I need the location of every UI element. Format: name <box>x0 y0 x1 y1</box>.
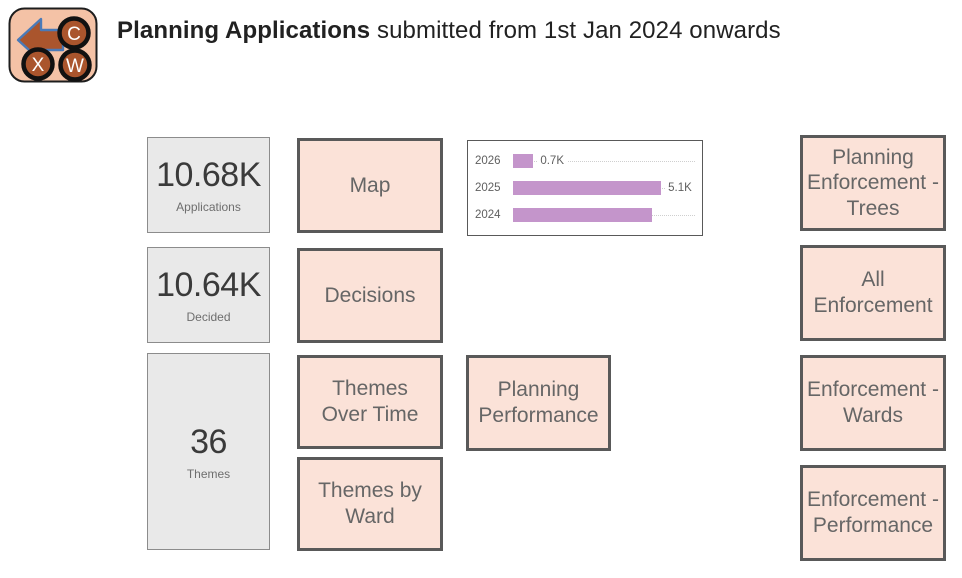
page-title: Planning Applications submitted from 1st… <box>117 17 781 45</box>
svg-text:W: W <box>66 56 84 77</box>
logo-back-button[interactable]: C X W <box>8 7 98 83</box>
chart-row-2026: 2026 0.7K <box>475 148 696 175</box>
kpi-label-decided: Decided <box>186 310 231 324</box>
nav-button-planning-performance[interactable]: Planning Performance <box>466 355 611 451</box>
nav-button-enforcement-performance[interactable]: Enforcement - Performance <box>800 465 946 561</box>
nav-button-themes-over-time[interactable]: Themes Over Time <box>297 355 443 449</box>
kpi-value-applications: 10.68K <box>156 156 261 194</box>
kpi-label-applications: Applications <box>176 200 241 214</box>
nav-button-enforcement-performance-label: Enforcement - Performance <box>807 488 939 537</box>
kpi-value-themes: 36 <box>190 422 227 461</box>
nav-button-planning-enforcement-trees[interactable]: Planning Enforcement - Trees <box>800 135 946 231</box>
nav-button-map-label: Map <box>349 173 391 197</box>
nav-button-planning-performance-label: Planning Performance <box>478 378 599 427</box>
chart-bar-2024[interactable] <box>513 208 653 222</box>
page-title-subtitle: submitted from 1st Jan 2024 onwards <box>370 17 781 44</box>
page-title-bold: Planning Applications <box>117 17 371 44</box>
bar-chart-rows: 2026 0.7K 2025 5.1K 2024 <box>475 145 696 231</box>
chart-category-label: 2025 <box>475 182 501 194</box>
chart-value-label: 0.7K <box>537 155 567 167</box>
chart-bar-2025[interactable] <box>513 181 662 195</box>
chart-row-2025: 2025 5.1K <box>475 175 696 202</box>
nav-button-planning-enforcement-trees-label: Planning Enforcement - Trees <box>807 145 939 220</box>
nav-button-themes-by-ward-label: Themes by Ward <box>318 479 422 528</box>
kpi-card-applications: 10.68K Applications <box>147 137 270 233</box>
chart-category-label: 2024 <box>475 209 501 221</box>
nav-button-decisions-label: Decisions <box>324 283 416 307</box>
chart-value-label: 5.1K <box>665 182 695 194</box>
chart-category-label: 2026 <box>475 155 501 167</box>
applications-by-year-bar-chart: 2026 0.7K 2025 5.1K 2024 <box>467 140 703 236</box>
logo-graphic: C X W <box>8 7 98 83</box>
nav-button-themes-over-time-label: Themes Over Time <box>321 377 419 426</box>
logo-letter-badge-c: C <box>57 16 91 50</box>
nav-button-map[interactable]: Map <box>297 138 443 233</box>
kpi-card-decided: 10.64K Decided <box>147 247 270 343</box>
nav-button-enforcement-wards-label: Enforcement - Wards <box>807 378 939 427</box>
nav-button-all-enforcement-label: All Enforcement <box>813 268 933 317</box>
kpi-value-decided: 10.64K <box>156 266 261 304</box>
nav-button-decisions[interactable]: Decisions <box>297 248 443 343</box>
chart-row-2024: 2024 <box>475 202 696 229</box>
chart-bar-2026[interactable] <box>513 154 534 168</box>
nav-button-enforcement-wards[interactable]: Enforcement - Wards <box>800 355 946 451</box>
chart-gridline <box>513 161 695 162</box>
chart-plot-area <box>513 202 696 229</box>
nav-button-themes-by-ward[interactable]: Themes by Ward <box>297 457 443 551</box>
kpi-card-themes: 36 Themes <box>147 353 270 550</box>
chart-plot-area: 0.7K <box>513 148 696 175</box>
chart-plot-area: 5.1K <box>513 175 696 202</box>
kpi-label-themes: Themes <box>186 466 231 481</box>
nav-button-all-enforcement[interactable]: All Enforcement <box>800 245 946 341</box>
logo-letter-badge-x: X <box>21 47 55 81</box>
svg-text:C: C <box>67 24 81 45</box>
logo-letter-badge-w: W <box>58 48 92 82</box>
svg-text:X: X <box>32 55 45 76</box>
